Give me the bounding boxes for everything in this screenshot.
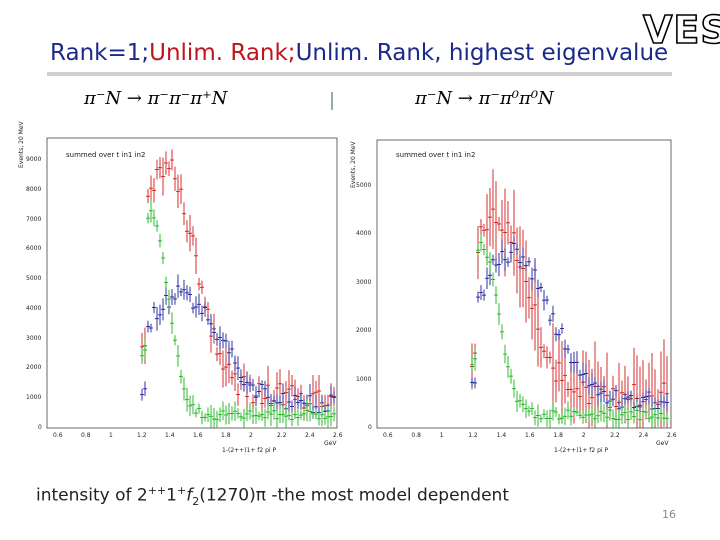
plot-right-graph — [376, 139, 672, 429]
plot-left-summed-label: summed over t in1 in2 — [66, 151, 146, 159]
ytick-label: 7000 — [26, 215, 42, 223]
xtick-label: 0.8 — [411, 432, 421, 439]
xtick-label: 1.6 — [525, 432, 535, 439]
plot-left-xlabel: 1-(2++)1+ f2 pi P — [222, 447, 277, 454]
xtick-label: 0.6 — [53, 432, 63, 439]
xtick-label: 2 — [581, 432, 586, 439]
title-part-highest: Unlim. Rank, highest eigenvalue — [295, 40, 669, 66]
footer-suffix: -the most model dependent — [265, 485, 509, 506]
plot-left-graph — [46, 137, 338, 429]
footer-text: intensity of 2++1+f2(1270)π -the most mo… — [36, 484, 509, 508]
ytick-label: 5000 — [26, 275, 42, 283]
plot-right-xlabel: 1-(2++)1+ f2 pi P — [554, 447, 609, 454]
xtick-label: 0.6 — [383, 432, 393, 439]
title-underline — [47, 72, 672, 76]
ytick-label: 2000 — [356, 327, 372, 335]
xtick-label: 1.8 — [553, 432, 563, 439]
plot-right-xunit: GeV — [656, 440, 669, 447]
footer-mass: (1270)π — [199, 485, 266, 506]
xtick-label: 2 — [249, 432, 253, 439]
footer-sub: 2 — [192, 495, 200, 509]
plot-right: Events, 20 MeV summed over t in1 in2 0 10… — [344, 128, 677, 468]
ves-logo: VES — [642, 7, 720, 53]
ytick-label: 2000 — [26, 364, 42, 372]
xtick-label: 1.4 — [496, 432, 507, 439]
xtick-label: 2.6 — [667, 432, 677, 439]
plot-right-summed-label: summed over t in1 in2 — [396, 151, 476, 159]
plot-left: Events, 20 MeV summed over t in1 in2 0 10… — [10, 121, 343, 468]
ytick-label: 8000 — [26, 185, 42, 193]
ytick-label: 3000 — [356, 278, 372, 286]
reaction-right: π⁻N → π⁻π⁰π⁰N — [415, 88, 554, 109]
plot-left-xunit: GeV — [324, 440, 337, 447]
ytick-label: 6000 — [26, 245, 42, 253]
xtick-label: 1.2 — [468, 432, 478, 439]
footer-prefix: intensity of 2 — [36, 485, 148, 506]
reaction-left: π⁻N → π⁻π⁻π⁺N — [84, 88, 228, 109]
footer-particle: f — [186, 485, 193, 506]
ytick-label: 1000 — [26, 394, 42, 402]
ytick-label: 4000 — [356, 230, 372, 238]
xtick-label: 2.6 — [333, 432, 343, 439]
ytick-label: 1000 — [356, 375, 372, 383]
xtick-label: 1.4 — [165, 432, 175, 439]
xtick-label: 1.6 — [193, 432, 203, 439]
ytick-label: 9000 — [26, 156, 42, 163]
page-number: 16 — [662, 508, 676, 521]
xtick-label: 1 — [439, 432, 444, 439]
xtick-label: 2.4 — [305, 432, 315, 439]
ytick-label: 3000 — [26, 334, 42, 342]
ytick-label: 0 — [38, 424, 42, 431]
ytick-label: 4000 — [26, 304, 42, 312]
xtick-label: 2.2 — [277, 432, 287, 439]
ytick-label: 5000 — [356, 182, 372, 189]
xtick-label: 2.4 — [638, 432, 649, 439]
footer-sup1: ++ — [147, 484, 167, 497]
title-part-rank1: Rank=1; — [50, 40, 150, 66]
title-part-unlim: Unlim. Rank; — [149, 40, 296, 66]
xtick-label: 0.8 — [81, 432, 91, 439]
xtick-label: 1 — [109, 432, 113, 439]
xtick-label: 1.8 — [221, 432, 231, 439]
footer-sup2: + — [176, 484, 187, 497]
xtick-label: 1.2 — [137, 432, 147, 439]
ytick-label: 0 — [368, 424, 372, 431]
reaction-separator — [331, 92, 333, 110]
xtick-label: 2.2 — [610, 432, 620, 439]
footer-mid: 1 — [166, 485, 177, 506]
slide-title: Rank=1;Unlim. Rank;Unlim. Rank, highest … — [50, 40, 668, 66]
